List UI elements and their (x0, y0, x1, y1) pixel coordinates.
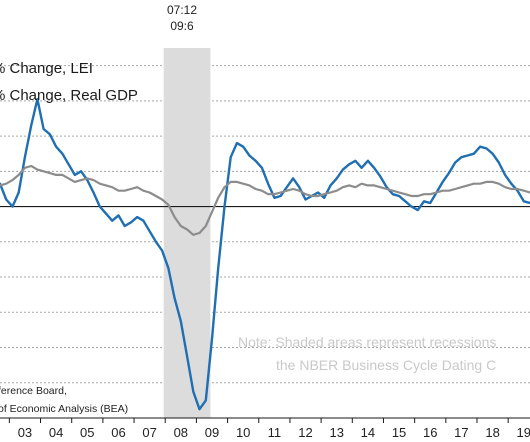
x-tick-label: 12 (298, 425, 312, 440)
series-line-gdp (0, 164, 530, 236)
legend-entry-lei: % Change, LEI (0, 60, 93, 77)
x-tick-label: 11 (268, 425, 282, 440)
x-tick-label: 07 (142, 425, 156, 440)
x-tick-label: 17 (454, 425, 468, 440)
x-tick-label: 05 (80, 425, 94, 440)
recession-start-label: 07:12 (167, 3, 197, 17)
x-axis-ticks: 03 04 05 06 07 08 09 10 11 12 13 14 15 16 17 18 19 (8, 418, 530, 440)
note-line-2: the NBER Business Cycle Dating C (276, 357, 496, 373)
note-line-1: Note: Shaded areas represent recessions (238, 334, 496, 350)
x-tick-label: 09 (205, 425, 219, 440)
x-tick-label: 06 (111, 425, 125, 440)
x-tick-label: 15 (392, 425, 406, 440)
x-tick-label: 04 (49, 425, 63, 440)
x-tick-label: 18 (485, 425, 499, 440)
series-line-lei (0, 97, 530, 411)
x-tick-label: 16 (423, 425, 437, 440)
x-tick-label: 03 (18, 425, 32, 440)
x-tick-label: 19 (517, 425, 530, 440)
recession-end-label: 09:6 (170, 19, 194, 33)
x-tick-label: 13 (329, 425, 343, 440)
x-tick-label: 10 (236, 425, 250, 440)
source-line-1: ference Board, (0, 385, 67, 397)
x-tick-label: 14 (361, 425, 375, 440)
gridlines (0, 65, 530, 384)
series-lines (0, 97, 530, 411)
legend-entry-gdp: % Change, Real GDP (0, 87, 138, 104)
x-tick-label: 08 (174, 425, 188, 440)
source-line-2: of Economic Analysis (BEA) (0, 403, 128, 415)
